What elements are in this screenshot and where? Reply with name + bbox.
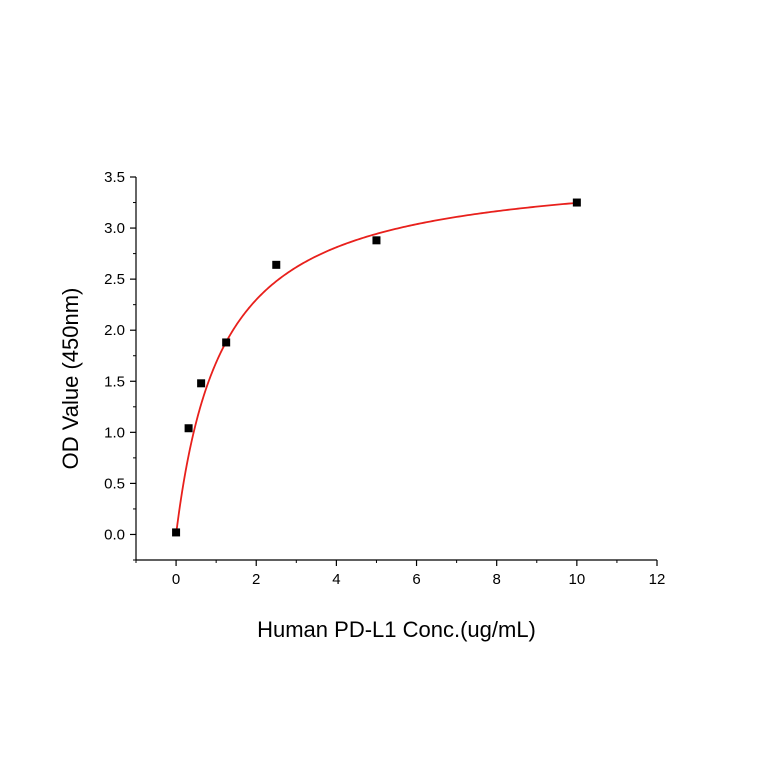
data-point — [272, 260, 281, 269]
y-tick-label: 1.0 — [104, 424, 125, 441]
y-tick-label: 2.5 — [104, 271, 125, 288]
x-tick-label: 8 — [493, 571, 501, 588]
y-tick-label: 0.5 — [104, 475, 125, 492]
y-axis-ticks: 0.0 0.5 1.0 1.5 2.0 2.5 3.0 3.5 — [104, 169, 136, 561]
y-tick-label: 3.5 — [104, 169, 125, 186]
x-tick-label: 4 — [332, 571, 340, 588]
y-tick-label: 2.0 — [104, 322, 125, 339]
x-axis-title: Human PD-L1 Conc.(ug/mL) — [257, 617, 536, 642]
plot-area: 0.0 0.5 1.0 1.5 2.0 2.5 3.0 3.5 0 2 4 6 8 10 12 — [104, 169, 665, 588]
data-points — [172, 198, 581, 537]
y-axis-title: OD Value (450nm) — [58, 288, 83, 470]
fit-curve — [175, 201, 577, 535]
data-point — [197, 379, 206, 388]
y-tick-label: 1.5 — [104, 373, 125, 390]
data-point — [572, 198, 581, 207]
x-tick-label: 6 — [412, 571, 420, 588]
data-point — [372, 236, 381, 245]
x-tick-label: 0 — [172, 571, 180, 588]
x-tick-label: 2 — [252, 571, 260, 588]
x-axis-ticks: 0 2 4 6 8 10 12 — [135, 560, 666, 588]
x-tick-label: 10 — [569, 571, 586, 588]
y-tick-label: 3.0 — [104, 220, 125, 237]
data-point — [172, 528, 181, 537]
data-point — [184, 424, 193, 433]
data-point — [222, 338, 231, 347]
x-tick-label: 12 — [649, 571, 666, 588]
y-tick-label: 0.0 — [104, 526, 125, 543]
